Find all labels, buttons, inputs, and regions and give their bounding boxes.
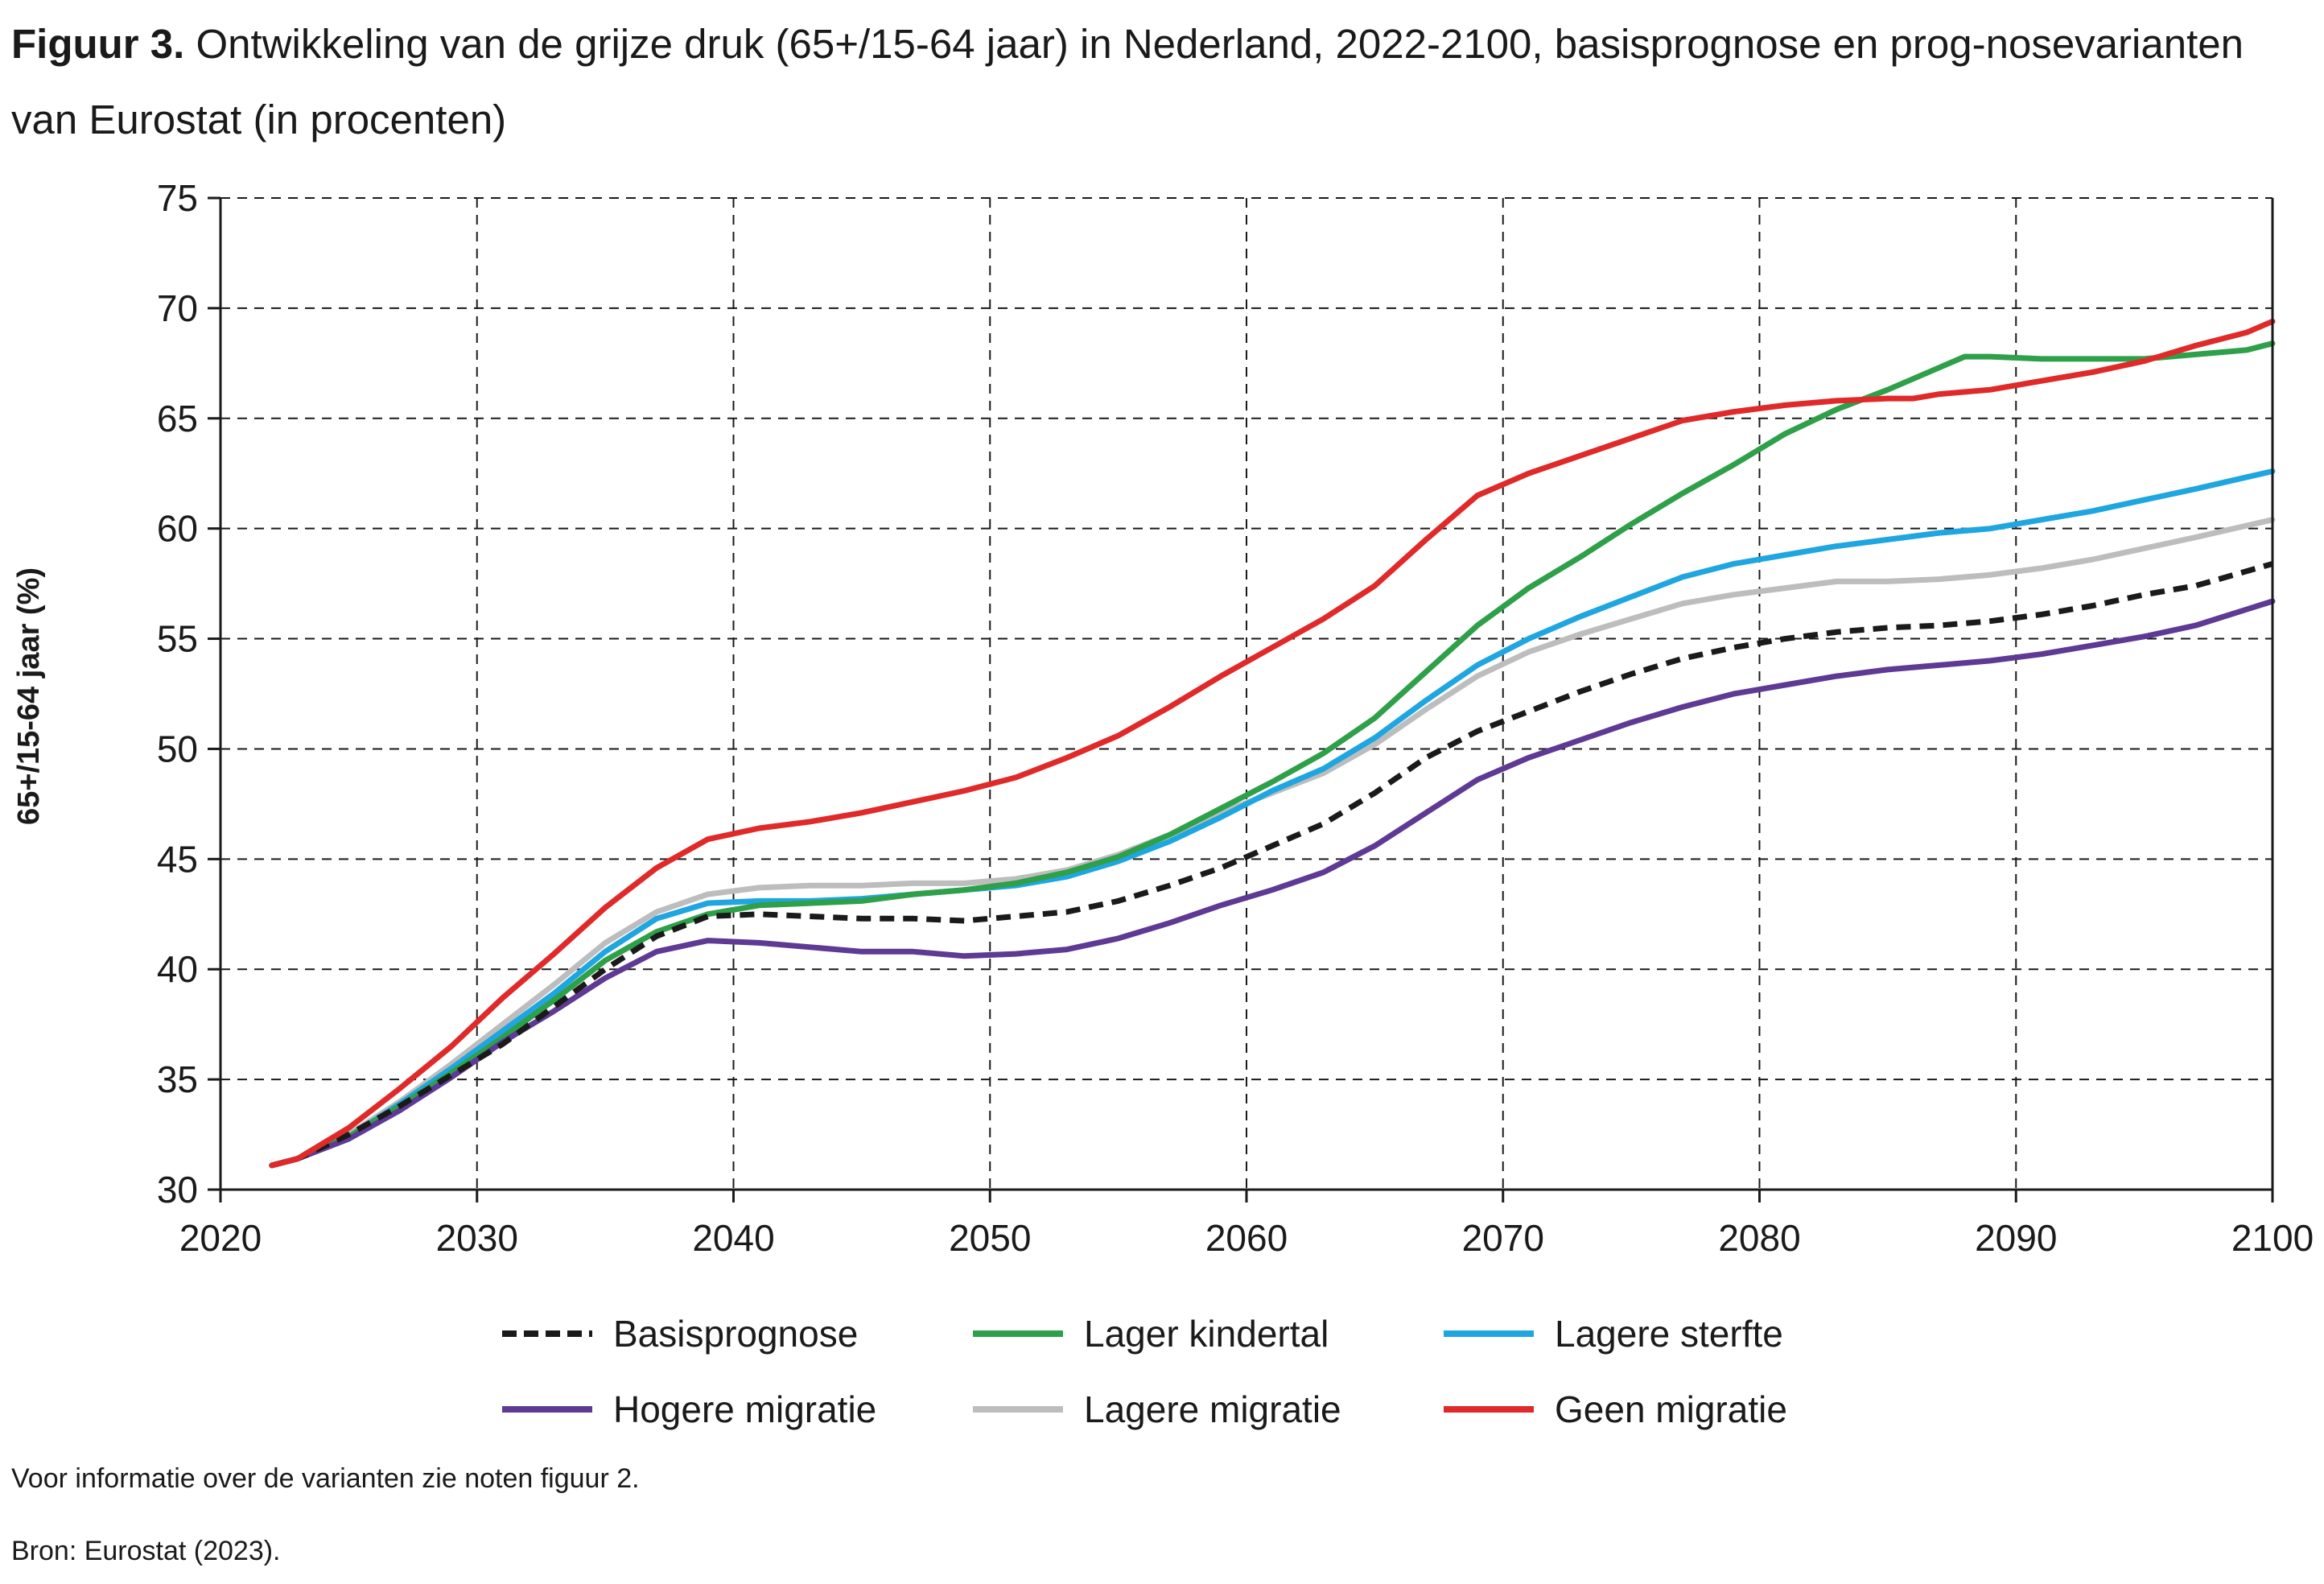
legend-item-basisprognose: Basisprognose [499,1312,970,1355]
series-line-lagere-migratie [269,517,2276,1169]
y-tick-label: 55 [157,618,198,660]
y-tick-label: 75 [157,177,198,219]
y-tick-label: 60 [157,508,198,550]
legend-swatch-hogere-migratie [502,1406,592,1413]
line-chart: 30 35 40 45 50 55 60 65 70 75 2020 2030 2040 2050 2060… [12,177,2314,1259]
figure-title-text: Ontwikkeling van de grijze druk (65+/15-… [11,21,2244,142]
legend-item-hogere-migratie: Hogere migratie [499,1388,970,1431]
legend-label-geen-migratie: Geen migratie [1555,1388,1787,1430]
y-tick-label: 65 [157,398,198,439]
x-tick-label: 2020 [179,1217,262,1259]
chart-series-group [269,318,2276,1169]
legend-swatch-geen-migratie [1444,1406,1534,1413]
legend-label-lagere-sterfte: Lagere sterfte [1555,1313,1783,1355]
series-line-basisprognose [270,561,2273,1169]
gridlines [220,197,2272,1190]
y-tick-label: 70 [157,287,198,329]
series-line-hogere-migratie [269,598,2276,1169]
note-source: Bron: Eurostat (2023). [11,1536,281,1566]
x-tick-label: 2060 [1205,1217,1288,1259]
y-tick-label: 35 [157,1058,198,1100]
y-tick-label: 45 [157,838,198,880]
y-axis-label: 65+/15-64 jaar (%) [12,567,46,825]
legend-item-lagere-migratie: Lagere migratie [970,1388,1440,1431]
legend-row: Hogere migratie Lagere migratie Geen mig… [499,1372,1947,1447]
x-tick-label: 2040 [692,1217,774,1259]
x-tick-label: 2050 [949,1217,1031,1259]
legend-swatch-lager-kindertal [973,1330,1063,1337]
y-tick-label: 40 [157,948,198,990]
x-tick-label: 2070 [1462,1217,1544,1259]
x-tick-label: 2100 [2231,1217,2314,1259]
legend-label-lagere-migratie: Lagere migratie [1084,1388,1341,1430]
y-tick-label: 30 [157,1169,198,1211]
x-tick-label: 2090 [1975,1217,2057,1259]
legend-label-lager-kindertal: Lager kindertal [1084,1313,1329,1355]
note-info: Voor informatie over de varianten zie no… [11,1463,640,1494]
series-line-lager-kindertal [269,340,2276,1169]
legend-swatch-basisprognose [502,1330,592,1337]
legend-label-hogere-migratie: Hogere migratie [613,1388,877,1430]
y-tick-label: 50 [157,728,198,769]
legend-item-lagere-sterfte: Lagere sterfte [1440,1312,1911,1355]
legend-swatch-lagere-sterfte [1444,1330,1534,1337]
legend-label-basisprognose: Basisprognose [613,1313,859,1355]
legend-row: Basisprognose Lager kindertal Lagere ste… [499,1296,1947,1372]
figure-title: Figuur 3. Ontwikkeling van de grijze dru… [11,6,2313,158]
series-line-lagere-sterfte [269,468,2276,1169]
series-line-geen-migratie [269,318,2276,1169]
legend-item-lager-kindertal: Lager kindertal [970,1312,1440,1355]
legend-swatch-lagere-migratie [973,1406,1063,1413]
x-tick-label: 2080 [1718,1217,1800,1259]
x-tick-label: 2030 [436,1217,518,1259]
chart-legend: Basisprognose Lager kindertal Lagere ste… [499,1296,1947,1447]
figure-label: Figuur 3. [11,21,185,67]
chart-axes: 30 35 40 45 50 55 60 65 70 75 2020 2030 2040 2050 2060… [157,177,2314,1259]
legend-item-geen-migratie: Geen migratie [1440,1388,1911,1431]
